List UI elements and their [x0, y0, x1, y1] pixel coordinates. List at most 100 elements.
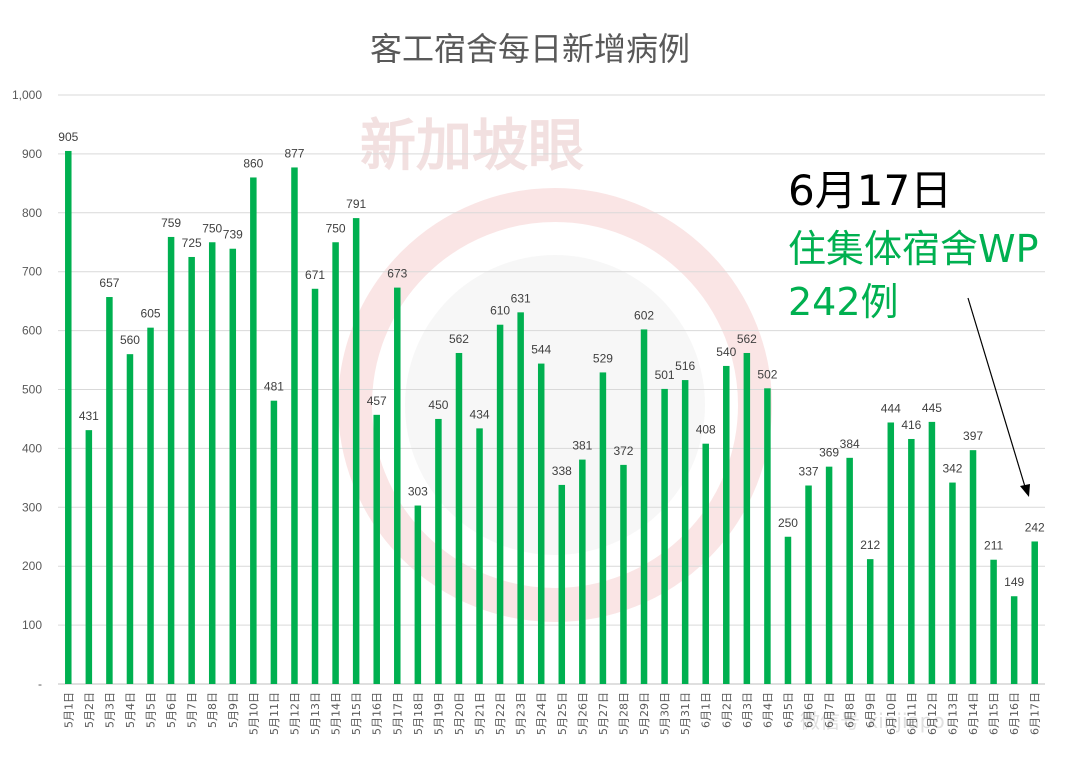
data-label: 444 [881, 401, 901, 415]
x-tick-label: 5月28日 [617, 692, 630, 735]
bar [537, 363, 545, 684]
x-tick-label: 5月1日 [62, 692, 75, 728]
y-tick-label: 500 [22, 383, 42, 397]
x-tick-label: 5月2日 [83, 692, 96, 728]
bar [455, 352, 463, 684]
data-label: 610 [490, 304, 510, 318]
x-tick-label: 5月13日 [309, 692, 322, 735]
data-label: 445 [922, 401, 942, 415]
bar [291, 167, 298, 684]
x-tick-label: 5月23日 [515, 692, 528, 735]
data-label: 605 [141, 307, 161, 321]
data-label: 750 [202, 221, 222, 235]
x-tick-label: 5月9日 [227, 692, 240, 728]
bar [949, 482, 956, 684]
bar [990, 559, 997, 684]
y-tick-label: 1,000 [12, 88, 42, 102]
bar [887, 422, 895, 684]
x-tick-label: 6月13日 [946, 692, 959, 735]
x-tick-label: 5月5日 [145, 692, 158, 728]
bar [599, 372, 607, 684]
bar [311, 288, 319, 684]
bar [558, 484, 566, 684]
bar [908, 438, 915, 684]
bar [229, 248, 237, 684]
x-tick-label: 5月15日 [350, 692, 363, 735]
x-tick-label: 6月16日 [1008, 692, 1021, 735]
chart-title: 客工宿舍每日新增病例 [370, 30, 690, 68]
annotation-date: 6月17日 [788, 166, 952, 215]
bar [681, 380, 689, 684]
x-tick-label: 5月10日 [247, 692, 260, 735]
y-tick-label: 200 [22, 559, 42, 573]
annotation: 6月17日 住集体宿舍WP 242例 [788, 166, 1039, 497]
annotation-arrowhead [1020, 484, 1030, 497]
bar [126, 354, 134, 684]
x-tick-label: 5月24日 [535, 692, 548, 735]
y-tick-label: 400 [22, 441, 42, 455]
x-tick-label: 5月26日 [576, 692, 589, 735]
bar [928, 421, 936, 684]
data-label: 877 [284, 146, 304, 160]
data-label: 529 [593, 351, 613, 365]
x-tick-label: 5月20日 [453, 692, 466, 735]
x-tick-label: 5月16日 [371, 692, 384, 735]
data-label: 416 [901, 418, 921, 432]
x-tick-label: 5月6日 [165, 692, 178, 728]
data-label: 372 [613, 444, 633, 458]
bar [332, 242, 339, 684]
x-tick-label: 5月3日 [103, 692, 116, 728]
data-label: 369 [819, 446, 839, 460]
data-label: 384 [840, 437, 860, 451]
bar [414, 505, 422, 684]
y-axis: - 100 200 300 400 500 600 700 800 900 1,000 [12, 88, 42, 691]
data-label: 657 [99, 276, 119, 290]
grid-lines [58, 94, 1045, 685]
bar [764, 388, 771, 684]
data-label: 481 [264, 380, 284, 394]
bar [743, 352, 751, 684]
bars [65, 150, 1038, 684]
data-label: 250 [778, 516, 798, 530]
x-tick-label: 6月11日 [905, 692, 918, 735]
data-label: 149 [1004, 575, 1024, 589]
bar [208, 242, 216, 684]
y-tick-label: 600 [22, 324, 42, 338]
x-tick-label: 6月10日 [885, 692, 898, 735]
data-label: 450 [428, 398, 448, 412]
bar [866, 559, 874, 684]
data-label: 211 [984, 539, 1003, 553]
x-tick-label: 5月25日 [556, 692, 569, 735]
bar [188, 256, 195, 684]
x-tick-label: 5月17日 [391, 692, 404, 735]
bar [270, 400, 278, 684]
x-tick-label: 5月31日 [679, 692, 692, 735]
bar [517, 312, 524, 684]
y-tick-label: 800 [22, 206, 42, 220]
data-label: 516 [675, 359, 695, 373]
x-tick-label: 5月19日 [432, 692, 445, 735]
bar [476, 428, 483, 684]
x-tick-label: 6月12日 [926, 692, 939, 735]
x-tick-label: 6月9日 [864, 692, 877, 728]
x-tick-label: 5月7日 [186, 692, 199, 728]
data-label: 562 [449, 332, 469, 346]
data-label: 602 [634, 308, 654, 322]
x-tick-label: 6月2日 [720, 692, 733, 728]
bar [496, 324, 504, 684]
x-tick-label: 5月4日 [124, 692, 137, 728]
bar [106, 297, 113, 684]
bar [435, 418, 442, 684]
annotation-line2: 242例 [788, 280, 899, 324]
data-label: 502 [757, 367, 777, 381]
x-tick-label: 5月11日 [268, 692, 281, 735]
bar [661, 388, 668, 684]
x-tick-label: 5月18日 [412, 692, 425, 735]
data-label: 303 [408, 485, 428, 499]
data-label: 457 [367, 394, 387, 408]
x-tick-label: 6月8日 [844, 692, 857, 728]
data-label: 501 [655, 368, 675, 382]
bar [825, 466, 833, 684]
data-label: 673 [387, 267, 407, 281]
data-label: 750 [326, 221, 346, 235]
